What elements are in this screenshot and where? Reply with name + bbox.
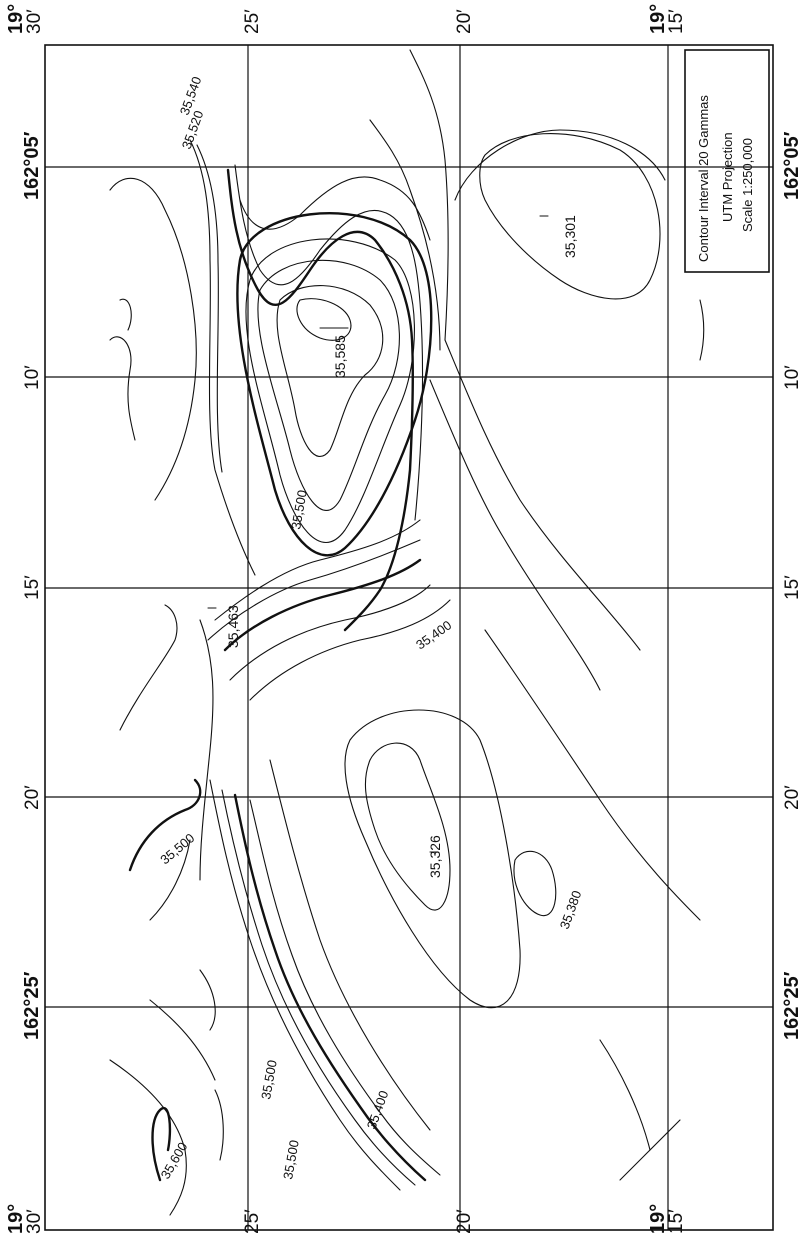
contour-line [233,793,427,1182]
contour-lines [109,49,705,1216]
contour-line [109,1059,187,1216]
lat-label-19-bottom-right: 19° [647,1204,669,1234]
lon-label-20-right: 20′ [782,785,803,810]
contour-line [699,299,705,361]
map-frame [44,44,774,1231]
contour-line [109,336,136,441]
contour-line [226,168,415,632]
contour-line [199,619,214,881]
contour-line [484,629,701,921]
contour-line [189,139,256,576]
legend-box [684,49,770,273]
contour-label: 35,380 [557,889,585,931]
lat-label-19-top-right: 19° [647,4,669,34]
contour-line [229,584,431,681]
contour-line [513,850,557,917]
contour-line [207,539,421,641]
contour-line [149,839,191,921]
lon-label-25-right: 162°25′ [781,971,803,1040]
contour-label: 35,400 [413,617,454,652]
contour-line [454,129,666,201]
contour-line [245,238,415,544]
contour-line [196,144,223,473]
lat-label-19-top-left: 19° [5,4,27,34]
spot-value: 35,326 [427,835,443,878]
contour-line [214,519,421,621]
contour-line [296,298,352,341]
contour-line [444,339,641,651]
contour-line [429,379,601,691]
lat-label-15-bottom-right: 15′ [666,1209,687,1234]
contour-line [479,133,661,300]
lat-label-25-top: 25′ [242,9,263,34]
contour-line [199,969,216,1031]
lon-label-10-left: 10′ [22,365,43,390]
contour-line [269,759,431,1131]
contour-line [619,1119,681,1181]
contour-line [119,604,178,731]
contour-line [239,176,431,241]
lon-label-05-left: 162°05′ [21,131,43,200]
contour-line [209,779,401,1191]
contour-label: 35,500 [288,489,310,531]
contour-line [149,999,216,1081]
contour-label: 35,500 [258,1059,280,1101]
lon-label-05-right: 162°05′ [781,131,803,200]
lon-label-15-left: 15′ [22,575,43,600]
contour-label: 35,540 [177,75,205,117]
contour-line [128,778,202,872]
contour-line [276,285,384,457]
contour-line [364,742,451,911]
contour-line [409,49,449,341]
contour-line [214,1089,224,1161]
lat-label-20-bottom: 20′ [454,1209,475,1234]
lon-label-10-right: 10′ [782,365,803,390]
legend-scale: Scale 1:250,000 [740,138,755,232]
contour-line [221,789,416,1186]
contour-label: 35,500 [280,1139,302,1181]
lat-label-30-top-left: 30′ [24,9,45,34]
spot-value: 35,585 [332,335,348,378]
contour-line [119,298,132,331]
spot-value: 35,301 [562,215,578,258]
lon-label-25-left: 162°25′ [21,971,43,1040]
contour-line [599,1039,651,1151]
contour-line [234,164,424,521]
legend-interval: Contour Interval 20 Gammas [696,95,711,262]
contour-label: 35,500 [157,830,197,867]
contour-line [236,212,433,557]
contour-line [249,599,451,701]
contour-line [344,709,521,1009]
contour-line [223,558,422,652]
contour-line [109,177,197,501]
lat-label-25-bottom: 25′ [242,1209,263,1234]
contour-line [249,799,441,1176]
contour-line [257,259,400,512]
lat-label-20-top: 20′ [454,9,475,34]
contour-line [369,119,441,351]
contour-line [151,1106,172,1182]
lon-label-15-right: 15′ [782,575,803,600]
lat-label-15-top-right: 15′ [666,9,687,34]
lat-label-19-bottom-left: 19° [5,1204,27,1234]
lat-label-30-bottom-left: 30′ [24,1209,45,1234]
spot-value: 35,463 [225,605,241,648]
legend-projection: UTM Projection [720,132,735,222]
lon-label-20-left: 20′ [22,785,43,810]
